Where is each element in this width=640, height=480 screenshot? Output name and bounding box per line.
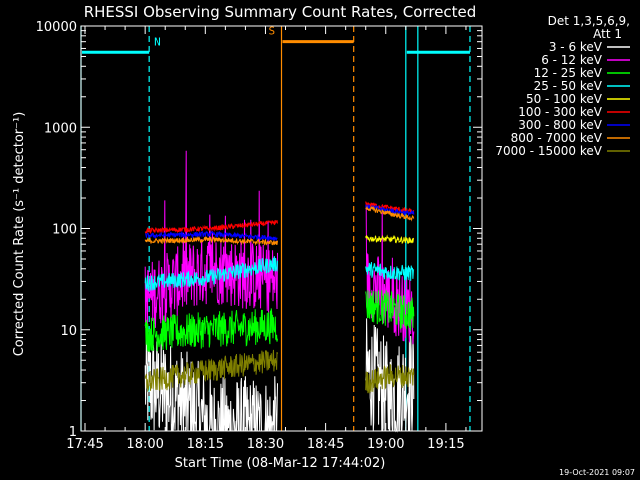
series-line xyxy=(365,364,415,394)
legend-header-2: Att 1 xyxy=(593,27,622,41)
legend-entry-label: 300 - 800 keV xyxy=(518,118,602,132)
series-line xyxy=(365,234,415,245)
series-line xyxy=(144,150,278,332)
y-tick-label: 1 xyxy=(69,425,77,440)
legend-header-1: Det 1,3,5,6,9, xyxy=(548,14,630,28)
series-line xyxy=(365,204,415,217)
annotations: NS xyxy=(82,25,470,54)
series-line xyxy=(365,262,415,281)
x-tick-label: 18:00 xyxy=(126,437,163,452)
series-line xyxy=(144,349,278,393)
series-line xyxy=(144,235,278,246)
legend-entry-label: 7000 - 15000 keV xyxy=(495,144,602,158)
annotation-label: S xyxy=(269,25,276,38)
legend-entry-label: 25 - 50 keV xyxy=(534,79,603,93)
y-tick-label: 10 xyxy=(60,324,77,339)
x-tick-label: 19:00 xyxy=(367,437,404,452)
y-tick-label: 10000 xyxy=(36,20,77,35)
series-line xyxy=(144,219,278,235)
series-line xyxy=(365,290,415,331)
series-line xyxy=(144,256,278,291)
x-tick-label: 18:15 xyxy=(187,437,224,452)
x-tick-label: 17:45 xyxy=(66,437,103,452)
x-tick-label: 19:15 xyxy=(427,437,464,452)
legend-entry-label: 12 - 25 keV xyxy=(534,66,603,80)
legend-entry-label: 6 - 12 keV xyxy=(541,53,603,67)
legend-entry-label: 3 - 6 keV xyxy=(549,40,603,54)
x-tick-label: 18:45 xyxy=(307,437,344,452)
series-line xyxy=(365,206,415,222)
legend-entry-label: 50 - 100 keV xyxy=(526,92,603,106)
y-tick-label: 100 xyxy=(52,223,77,238)
legend-entry-label: 100 - 300 keV xyxy=(518,105,602,119)
y-axis-label: Corrected Count Rate (s⁻¹ detector⁻¹) xyxy=(12,112,27,357)
x-axis-label: Start Time (08-Mar-12 17:44:02) xyxy=(175,456,386,471)
timestamp: 19-Oct-2021 09:07 xyxy=(559,468,635,477)
series-line xyxy=(144,230,278,241)
chart-title: RHESSI Observing Summary Count Rates, Co… xyxy=(84,3,477,21)
legend-entry-label: 800 - 7000 keV xyxy=(511,131,603,145)
x-tick-label: 18:30 xyxy=(247,437,284,452)
axes: 17:45 18:00 18:15 18:30 18:45 19:00 19:15 1 10 10… xyxy=(36,20,483,452)
y-tick-label: 1000 xyxy=(44,121,77,136)
series-line xyxy=(144,308,278,352)
annotation-label: N xyxy=(154,35,161,48)
